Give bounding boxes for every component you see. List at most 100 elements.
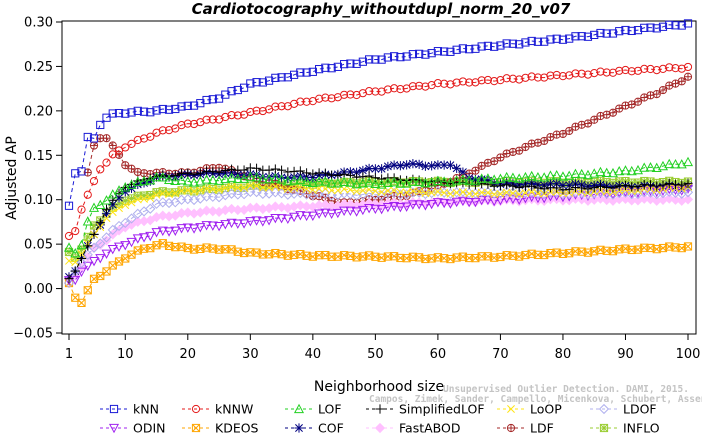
point-loop bbox=[533, 189, 542, 198]
point-knnw bbox=[258, 106, 267, 116]
point-loop bbox=[402, 188, 411, 197]
legend-item-knnw: kNNW bbox=[182, 402, 253, 417]
point-fastabod bbox=[639, 193, 650, 204]
point-kdeos bbox=[83, 286, 92, 295]
point-ldof bbox=[682, 187, 694, 198]
point-odin bbox=[170, 226, 181, 236]
point-odin bbox=[70, 275, 81, 286]
point-knnw bbox=[302, 97, 311, 106]
credit-line-1: Unsupervised Outlier Detection. DAMI, 20… bbox=[443, 384, 689, 395]
series-kdeos bbox=[64, 239, 693, 307]
point-odin bbox=[138, 233, 150, 243]
point-knnw bbox=[546, 71, 555, 80]
point-lof bbox=[264, 174, 275, 184]
point-loop bbox=[458, 188, 467, 196]
point-knn bbox=[121, 109, 130, 118]
point-knn bbox=[152, 106, 161, 115]
point-odin bbox=[495, 196, 506, 206]
point-ldf bbox=[565, 126, 574, 136]
point-lof bbox=[476, 173, 487, 183]
point-ldof bbox=[639, 187, 650, 198]
point-knn bbox=[677, 21, 686, 30]
point-cof bbox=[427, 161, 437, 171]
point-knn bbox=[371, 55, 380, 64]
point-loop bbox=[240, 183, 249, 192]
legend-item-fastabod: FastABOD bbox=[366, 421, 461, 434]
point-loop bbox=[102, 214, 111, 223]
point-ldf bbox=[483, 158, 493, 167]
point-lof bbox=[464, 175, 475, 185]
point-lof bbox=[564, 170, 575, 180]
point-knnw bbox=[277, 102, 286, 111]
point-simplifiedlof bbox=[89, 229, 99, 240]
series-layer bbox=[63, 19, 694, 307]
point-knn bbox=[415, 49, 424, 58]
point-simplifiedlof bbox=[620, 180, 631, 191]
point-knnw bbox=[665, 63, 674, 72]
point-simplifiedlof bbox=[539, 184, 549, 194]
point-knnw bbox=[77, 205, 86, 214]
point-lof bbox=[251, 171, 262, 182]
point-odin bbox=[120, 241, 131, 251]
point-odin bbox=[113, 242, 125, 252]
legend-marker-odin bbox=[108, 423, 120, 434]
point-knn bbox=[189, 101, 199, 110]
point-knn bbox=[496, 41, 505, 50]
point-knnw bbox=[433, 79, 442, 88]
point-lof bbox=[301, 176, 312, 186]
point-simplifiedlof bbox=[508, 181, 518, 191]
point-odin bbox=[351, 207, 362, 217]
point-simplifiedlof bbox=[95, 218, 105, 228]
point-loop bbox=[190, 187, 199, 196]
point-lof bbox=[545, 170, 556, 180]
point-lof bbox=[138, 175, 150, 186]
point-knn bbox=[315, 65, 324, 74]
point-lof bbox=[339, 176, 350, 186]
point-knn bbox=[527, 36, 536, 46]
point-lof bbox=[295, 174, 306, 185]
point-lof bbox=[657, 160, 669, 171]
point-lof bbox=[445, 177, 456, 187]
point-knnw bbox=[552, 70, 561, 80]
legend: kNN kNNW LOF SimplifiedLOF LoOP LDOF ODIN KDEOS… bbox=[100, 402, 660, 434]
point-knnw bbox=[171, 124, 180, 133]
point-knn bbox=[665, 20, 674, 29]
point-knn bbox=[583, 32, 593, 41]
point-knnw bbox=[227, 110, 236, 120]
point-loop bbox=[465, 189, 474, 198]
series-odin bbox=[63, 184, 694, 286]
x-tick-label: 60 bbox=[430, 347, 447, 362]
point-lof bbox=[157, 172, 168, 182]
point-odin bbox=[76, 267, 87, 278]
point-loop bbox=[258, 183, 267, 192]
x-tick-label: 20 bbox=[180, 347, 197, 362]
legend-item-loop: LoOP bbox=[497, 402, 562, 417]
point-knn bbox=[333, 62, 342, 71]
point-odin bbox=[164, 227, 175, 237]
point-lof bbox=[576, 168, 587, 179]
point-knnw bbox=[133, 135, 142, 145]
point-simplifiedlof bbox=[320, 168, 330, 178]
point-simplifiedlof bbox=[608, 183, 618, 193]
point-ldf bbox=[677, 77, 686, 86]
point-simplifiedlof bbox=[652, 181, 662, 191]
point-odin bbox=[289, 212, 300, 223]
point-knnw bbox=[183, 119, 192, 128]
point-ldf bbox=[608, 108, 618, 117]
point-simplifiedlof bbox=[226, 164, 237, 174]
legend-item-odin: ODIN bbox=[100, 421, 166, 434]
point-knn bbox=[308, 67, 317, 76]
point-knnw bbox=[352, 90, 361, 100]
point-knn bbox=[83, 132, 92, 142]
point-knn bbox=[164, 105, 174, 114]
point-odin bbox=[414, 200, 425, 210]
point-lof bbox=[382, 177, 393, 188]
point-simplifiedlof bbox=[614, 181, 624, 191]
point-lof bbox=[670, 159, 681, 169]
point-lof bbox=[451, 175, 462, 185]
point-fastabod bbox=[226, 203, 237, 215]
point-knnw bbox=[390, 84, 399, 93]
point-knn bbox=[540, 37, 549, 46]
point-ldof bbox=[445, 188, 456, 199]
point-lof bbox=[226, 172, 237, 182]
